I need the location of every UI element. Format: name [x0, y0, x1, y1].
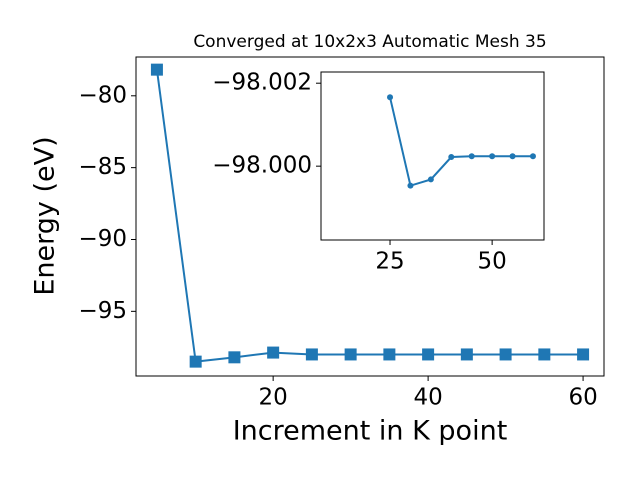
- marker: [383, 348, 396, 361]
- series: [387, 94, 536, 189]
- marker: [577, 348, 590, 361]
- line: [389, 97, 533, 187]
- y-axis-label: Energy (eV): [30, 136, 61, 295]
- marker: [267, 346, 280, 359]
- marker: [305, 348, 318, 361]
- chart-title: Converged at 10x2x3 Automatic Mesh 35: [193, 32, 546, 52]
- marker: [344, 348, 357, 361]
- marker: [529, 153, 536, 160]
- x-tick-label: 25: [375, 249, 404, 275]
- marker: [448, 154, 455, 161]
- marker: [407, 182, 414, 189]
- y-tick-label: −85: [78, 154, 127, 180]
- marker: [538, 348, 551, 361]
- x-tick-label: 40: [413, 385, 442, 411]
- y-tick-label: −90: [78, 226, 127, 252]
- x-tick-label: 60: [568, 385, 597, 411]
- marker: [460, 348, 473, 361]
- marker: [189, 355, 202, 368]
- series: [150, 63, 590, 368]
- marker: [422, 348, 435, 361]
- marker: [468, 153, 475, 160]
- x-tick-label: 50: [477, 249, 506, 275]
- x-tick-label: 20: [259, 385, 288, 411]
- y-tick-label: −98.002: [212, 70, 312, 96]
- y-tick-label: −80: [78, 82, 127, 108]
- line: [155, 69, 584, 363]
- marker: [150, 63, 163, 76]
- marker: [509, 153, 516, 160]
- x-axis-label: Increment in K point: [233, 416, 508, 447]
- marker: [387, 94, 394, 101]
- marker: [427, 176, 434, 183]
- y-tick-label: −98.000: [212, 153, 312, 179]
- marker: [499, 348, 512, 361]
- marker: [228, 351, 241, 364]
- marker: [489, 153, 496, 160]
- y-tick-label: −95: [78, 298, 127, 324]
